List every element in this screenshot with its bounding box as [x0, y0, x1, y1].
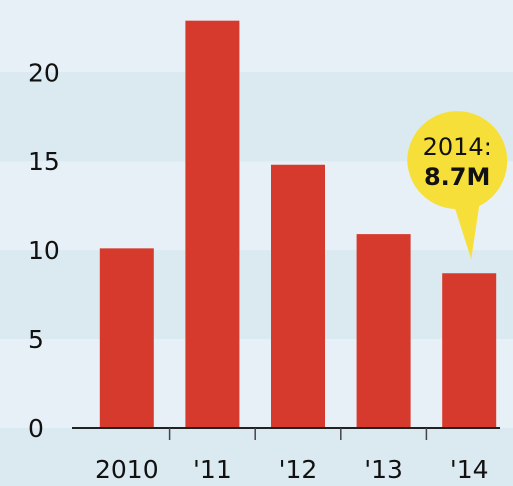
callout-value: 8.7M — [424, 163, 490, 191]
callout-shape — [407, 111, 508, 260]
y-axis-labels: 0 5 10 15 20 — [28, 58, 60, 443]
callout-bubble: 2014: 8.7M — [407, 111, 508, 260]
y-tick-label-15: 15 — [28, 147, 60, 176]
bar-3 — [356, 234, 411, 428]
bar-0 — [99, 248, 154, 428]
band-0 — [0, 339, 513, 428]
bars — [99, 20, 497, 429]
bar-4 — [442, 273, 497, 428]
x-tick-label-0: 2010 — [95, 455, 159, 484]
bar-2 — [271, 164, 325, 428]
y-tick-label-0: 0 — [28, 414, 44, 443]
band-4 — [0, 0, 513, 73]
x-tick-label-1: '11 — [193, 455, 232, 484]
band-bottom — [0, 428, 513, 486]
y-tick-label-10: 10 — [28, 236, 60, 265]
bar-1 — [185, 20, 240, 429]
band-1 — [0, 250, 513, 340]
x-axis-labels: 2010 '11 '12 '13 '14 — [95, 455, 489, 484]
x-tick-label-4: '14 — [450, 455, 489, 484]
callout-year: 2014: — [423, 133, 492, 161]
y-tick-label-20: 20 — [28, 58, 60, 87]
x-tick-label-2: '12 — [279, 455, 318, 484]
x-tick-label-3: '13 — [364, 455, 403, 484]
y-tick-label-5: 5 — [28, 325, 44, 354]
x-axis-ticks — [168, 428, 428, 440]
